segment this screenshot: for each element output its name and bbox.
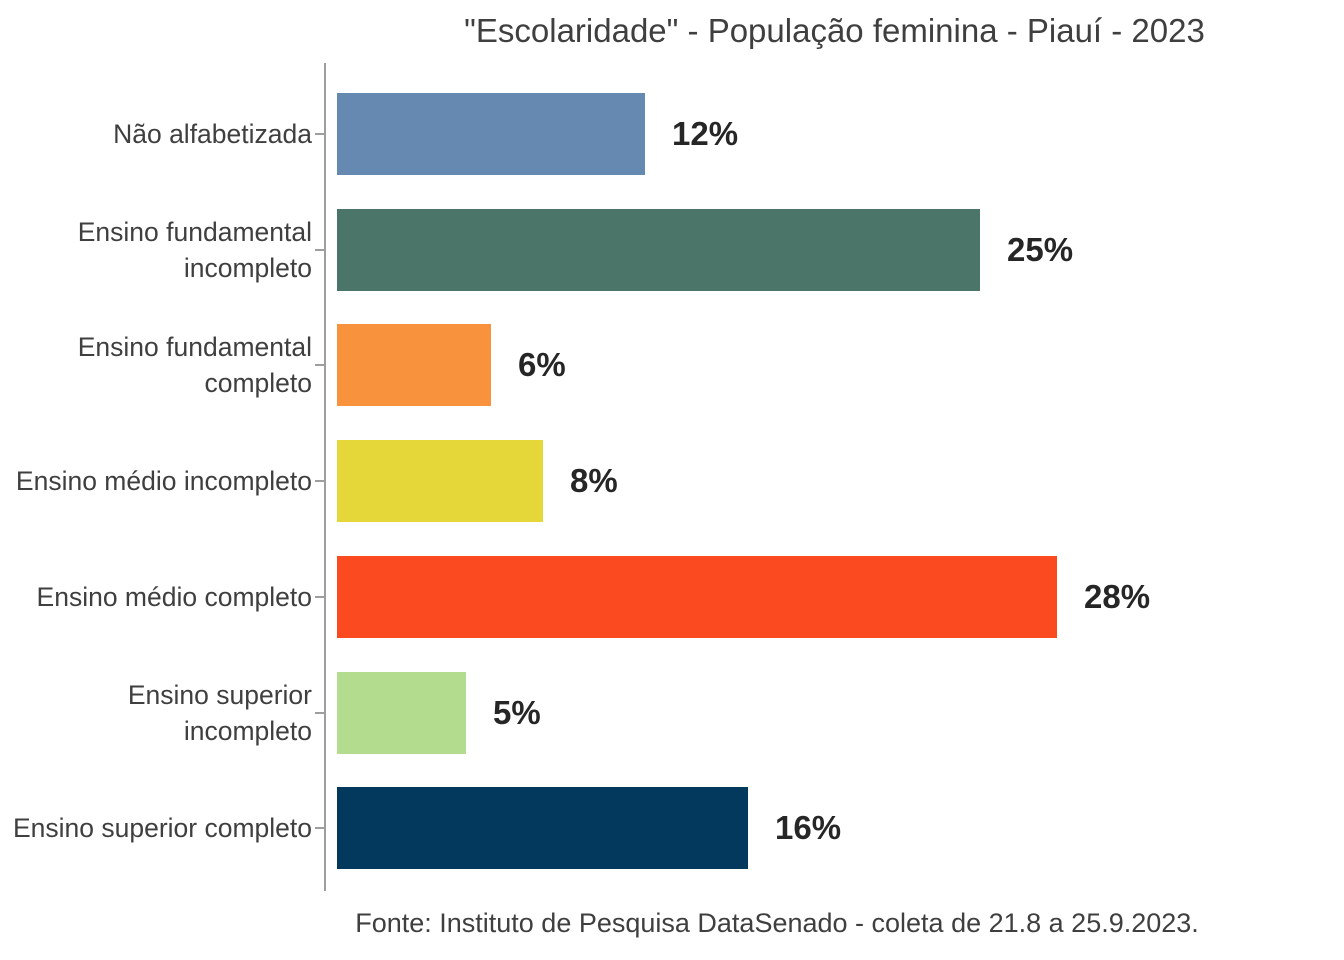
y-axis-line — [324, 63, 326, 891]
category-label: Ensino fundamental completo — [77, 332, 312, 398]
bar — [337, 324, 491, 406]
chart-row: Ensino médio completo 28% — [0, 556, 1344, 638]
value-label: 16% — [775, 809, 842, 846]
value-label: 5% — [493, 694, 541, 731]
value-label: 12% — [672, 115, 739, 152]
axis-tick — [315, 827, 325, 829]
axis-tick — [315, 596, 325, 598]
bar — [337, 556, 1057, 638]
bar — [337, 440, 543, 522]
category-label: Ensino superior completo — [12, 813, 312, 843]
axis-tick — [315, 364, 325, 366]
bar — [337, 93, 645, 175]
chart-row: Ensino superior completo 16% — [0, 787, 1344, 869]
value-label: 25% — [1007, 231, 1074, 268]
category-label: Ensino médio incompleto — [15, 466, 312, 496]
value-label: 28% — [1084, 578, 1151, 615]
bar — [337, 787, 748, 869]
bar — [337, 672, 466, 754]
chart-row: Não alfabetizada 12% — [0, 93, 1344, 175]
chart-row: Ensino médio incompleto 8% — [0, 440, 1344, 522]
bar — [337, 209, 980, 291]
category-label: Ensino médio completo — [36, 582, 312, 612]
axis-tick — [315, 249, 325, 251]
source-note: Fonte: Instituto de Pesquisa DataSenado … — [355, 908, 1199, 938]
chart-row: Ensino fundamental completo 6% — [0, 324, 1344, 406]
chart-row: Ensino superior incompleto 5% — [0, 672, 1344, 754]
category-label: Ensino fundamental incompleto — [77, 217, 312, 283]
category-label: Não alfabetizada — [113, 119, 312, 149]
chart-title: "Escolaridade" - População feminina - Pi… — [464, 12, 1205, 49]
chart-row: Ensino fundamental incompleto 25% — [0, 209, 1344, 291]
value-label: 6% — [518, 346, 566, 383]
axis-tick — [315, 133, 325, 135]
axis-tick — [315, 712, 325, 714]
category-label: Ensino superior incompleto — [127, 680, 312, 746]
value-label: 8% — [570, 462, 618, 499]
plot-area: Não alfabetizada 12% Ensino fundamental in… — [0, 63, 1344, 893]
axis-tick — [315, 480, 325, 482]
